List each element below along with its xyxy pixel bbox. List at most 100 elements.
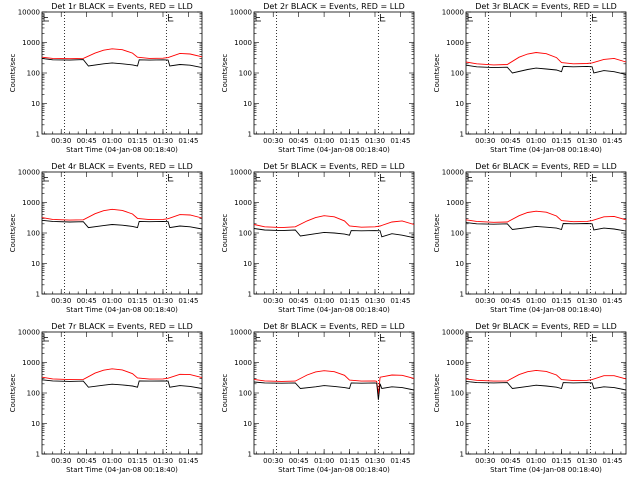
x-tick-label: 00:30 bbox=[51, 137, 71, 145]
x-tick-label: 01:45 bbox=[390, 137, 410, 145]
x-tick-label: 00:45 bbox=[501, 297, 521, 305]
bracket-mark bbox=[591, 174, 598, 182]
x-tick-label: 01:15 bbox=[127, 137, 147, 145]
plot-frame bbox=[253, 331, 415, 455]
x-axis-label: Start Time (04-Jan-08 00:18:40) bbox=[490, 466, 602, 474]
x-tick-label: 01:15 bbox=[127, 297, 147, 305]
x-tick-label: 00:30 bbox=[51, 457, 71, 465]
y-tick-label: 10 bbox=[31, 420, 40, 428]
series-lld-line bbox=[253, 215, 415, 229]
y-tick-label: 1000 bbox=[22, 199, 40, 207]
series-events-line bbox=[253, 228, 415, 239]
bracket-mark bbox=[255, 14, 261, 22]
y-axis-label: Counts/sec bbox=[433, 214, 441, 253]
panel-title: Det 9r BLACK = Events, RED = LLD bbox=[475, 322, 617, 331]
x-tick-label: 01:45 bbox=[390, 457, 410, 465]
x-tick-label: 01:45 bbox=[178, 297, 198, 305]
y-tick-label: 10 bbox=[455, 420, 464, 428]
y-tick-label: 100 bbox=[27, 230, 40, 238]
bracket-mark bbox=[379, 174, 386, 182]
plot-frame bbox=[41, 171, 203, 295]
panel-9: Det 9r BLACK = Events, RED = LLD 1 10 100 10… bbox=[433, 322, 627, 474]
x-tick-label: 00:45 bbox=[289, 137, 309, 145]
y-axis-label: Counts/sec bbox=[9, 54, 17, 93]
y-tick-label: 10000 bbox=[230, 9, 252, 17]
panel-1: Det 1r BLACK = Events, RED = LLD 1 10 100 10… bbox=[9, 2, 203, 154]
plot-frame bbox=[41, 331, 203, 455]
panel-title: Det 6r BLACK = Events, RED = LLD bbox=[475, 162, 617, 171]
x-tick-label: 01:30 bbox=[365, 457, 385, 465]
y-tick-label: 1 bbox=[248, 291, 252, 299]
y-axis-label: Counts/sec bbox=[221, 374, 229, 413]
bracket-mark bbox=[379, 14, 386, 22]
x-tick-label: 01:00 bbox=[526, 457, 546, 465]
x-axis-label: Start Time (04-Jan-08 00:18:40) bbox=[278, 306, 390, 314]
x-tick-label: 01:15 bbox=[339, 297, 359, 305]
y-axis-label: Counts/sec bbox=[9, 374, 17, 413]
bracket-mark bbox=[167, 174, 174, 182]
panel-6: Det 6r BLACK = Events, RED = LLD 1 10 100 10… bbox=[433, 162, 627, 314]
series-lld-line bbox=[41, 208, 203, 221]
x-tick-label: 01:45 bbox=[178, 137, 198, 145]
x-tick-label: 00:45 bbox=[77, 137, 97, 145]
y-axis-label: Counts/sec bbox=[433, 54, 441, 93]
x-tick-label: 01:15 bbox=[339, 137, 359, 145]
y-tick-label: 1 bbox=[248, 451, 252, 459]
x-tick-label: 01:00 bbox=[526, 297, 546, 305]
x-tick-label: 01:15 bbox=[551, 297, 571, 305]
y-tick-label: 10 bbox=[455, 260, 464, 268]
x-axis-label: Start Time (04-Jan-08 00:18:40) bbox=[66, 306, 178, 314]
y-tick-label: 10000 bbox=[230, 329, 252, 337]
series-events-line bbox=[41, 379, 203, 389]
y-tick-label: 10000 bbox=[18, 9, 40, 17]
series-lld-line bbox=[41, 368, 203, 381]
panel-title: Det 4r BLACK = Events, RED = LLD bbox=[51, 162, 193, 171]
x-tick-label: 01:45 bbox=[178, 457, 198, 465]
series-events-line bbox=[465, 380, 627, 391]
x-tick-label: 01:15 bbox=[551, 457, 571, 465]
x-tick-label: 00:45 bbox=[501, 137, 521, 145]
x-tick-label: 01:45 bbox=[602, 297, 622, 305]
x-axis-label: Start Time (04-Jan-08 00:18:40) bbox=[490, 146, 602, 154]
bracket-mark bbox=[467, 14, 473, 22]
y-tick-label: 100 bbox=[239, 70, 252, 78]
x-tick-label: 00:30 bbox=[475, 297, 495, 305]
y-tick-label: 10000 bbox=[442, 169, 464, 177]
series-lld-line bbox=[465, 52, 627, 66]
series-lld-line bbox=[41, 48, 203, 60]
series-events-line bbox=[465, 64, 627, 75]
x-tick-label: 00:45 bbox=[289, 457, 309, 465]
x-tick-label: 00:30 bbox=[475, 457, 495, 465]
x-tick-label: 01:00 bbox=[102, 457, 122, 465]
panel-4: Det 4r BLACK = Events, RED = LLD 1 10 100 10… bbox=[9, 162, 203, 314]
y-tick-label: 1000 bbox=[446, 199, 464, 207]
series-events-line bbox=[253, 381, 415, 400]
bracket-mark bbox=[43, 334, 49, 342]
series-events-line bbox=[41, 219, 203, 230]
panel-title: Det 7r BLACK = Events, RED = LLD bbox=[51, 322, 193, 331]
y-tick-label: 100 bbox=[451, 390, 464, 398]
x-axis-label: Start Time (04-Jan-08 00:18:40) bbox=[278, 466, 390, 474]
x-tick-label: 01:30 bbox=[153, 297, 173, 305]
bracket-mark bbox=[467, 334, 473, 342]
x-tick-label: 01:15 bbox=[339, 457, 359, 465]
y-tick-label: 1 bbox=[460, 451, 464, 459]
x-axis-label: Start Time (04-Jan-08 00:18:40) bbox=[490, 306, 602, 314]
x-tick-label: 01:00 bbox=[102, 297, 122, 305]
y-tick-label: 1000 bbox=[446, 359, 464, 367]
panel-7: Det 7r BLACK = Events, RED = LLD 1 10 100 10… bbox=[9, 322, 203, 474]
x-tick-label: 00:30 bbox=[263, 457, 283, 465]
y-tick-label: 1000 bbox=[22, 39, 40, 47]
series-events-line bbox=[465, 222, 627, 232]
y-tick-label: 100 bbox=[451, 70, 464, 78]
plot-frame bbox=[465, 171, 627, 295]
plot-frame bbox=[465, 331, 627, 455]
bracket-mark bbox=[591, 14, 598, 22]
x-axis-label: Start Time (04-Jan-08 00:18:40) bbox=[66, 146, 178, 154]
y-tick-label: 10000 bbox=[18, 329, 40, 337]
x-tick-label: 01:30 bbox=[153, 457, 173, 465]
y-tick-label: 10 bbox=[243, 260, 252, 268]
y-tick-label: 10 bbox=[243, 100, 252, 108]
y-tick-label: 100 bbox=[27, 70, 40, 78]
x-tick-label: 01:45 bbox=[390, 297, 410, 305]
